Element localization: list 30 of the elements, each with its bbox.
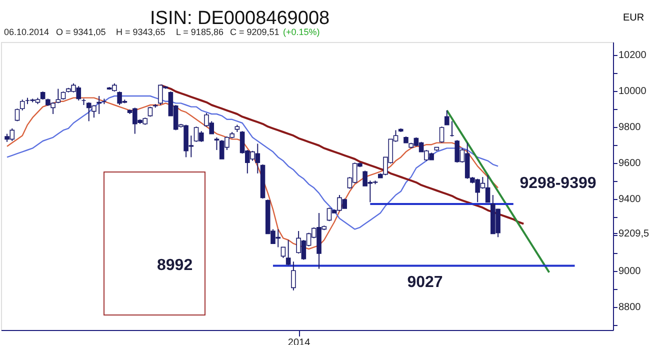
candlestick	[214, 136, 220, 150]
y-tick-label: 10200	[618, 50, 647, 62]
y-tick-label: 10000	[618, 86, 647, 98]
candlestick	[291, 261, 296, 291]
y-tick-label: 8800	[618, 302, 642, 314]
candlestick	[148, 106, 153, 118]
y-tick-label: 9209,5	[618, 228, 650, 240]
y-tick-label: 9800	[618, 122, 642, 134]
y-tick-label: 9000	[618, 266, 642, 278]
text: 06.10.2014	[4, 27, 50, 37]
candlestick	[444, 110, 450, 126]
candlestick	[14, 108, 20, 122]
candlestick	[280, 246, 286, 258]
candlestick	[96, 96, 102, 114]
annotation: 8992	[157, 257, 193, 274]
text: (+0.15%)	[283, 27, 320, 37]
candlestick	[20, 99, 25, 111]
y-tick-label: 9600	[618, 158, 642, 170]
candlestick	[56, 88, 61, 104]
candlestick	[439, 126, 444, 144]
text: H = 9343,65	[116, 27, 166, 37]
candlestick	[286, 240, 291, 266]
y-axis-title: EUR	[622, 12, 644, 24]
annotation: 9298-9399	[520, 175, 596, 192]
text: O = 9341,05	[56, 27, 106, 37]
chart-title: ISIN: DE0008469008	[150, 8, 330, 29]
y-tick-label: 9400	[618, 194, 642, 206]
annotation: 9027	[407, 274, 443, 291]
text: C = 9209,51	[230, 27, 280, 37]
text: L = 9185,86	[176, 27, 224, 37]
